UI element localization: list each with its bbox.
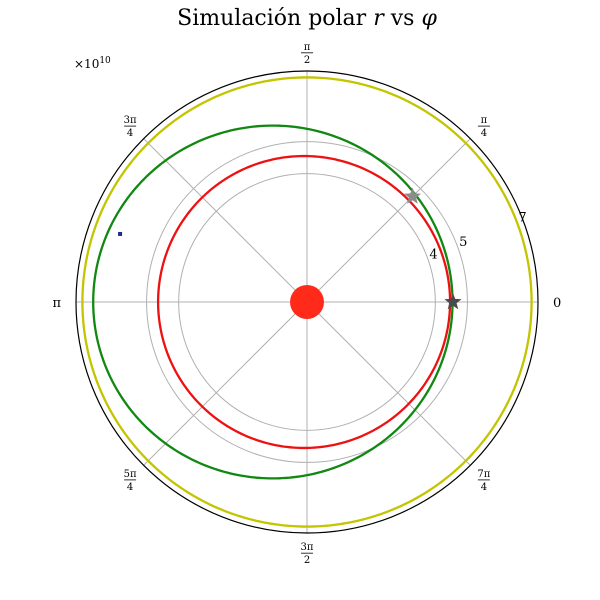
chart-title-phi: φ xyxy=(421,6,437,31)
angular-tick-label: 3π4 xyxy=(124,115,137,139)
chart-title: Simulación polar r vs φ xyxy=(177,6,437,31)
tick-denominator: 4 xyxy=(127,482,133,493)
angular-tick-label: 0 xyxy=(553,296,561,311)
orbit-series-1 xyxy=(156,154,452,450)
angular-tick-label: π2 xyxy=(301,42,313,66)
chart-title-r: r xyxy=(373,6,385,31)
star-marker xyxy=(403,187,422,204)
angular-tick-label: 5π4 xyxy=(124,469,137,493)
chart-title-prefix: Simulación polar xyxy=(177,6,373,31)
dot-marker xyxy=(118,231,123,236)
tick-numerator: π xyxy=(304,42,311,53)
tick-denominator: 4 xyxy=(127,128,133,139)
tick-numerator: 7π xyxy=(477,469,490,480)
tick-denominator: 4 xyxy=(481,128,487,139)
tick-denominator: 4 xyxy=(481,482,487,493)
radial-scale-mantissa: ×10 xyxy=(74,57,99,71)
angular-gridline xyxy=(143,301,308,466)
angular-gridline xyxy=(143,138,308,303)
tick-numerator: 3π xyxy=(124,115,137,126)
orbit-series-0 xyxy=(81,76,533,528)
marker-layer xyxy=(118,187,462,319)
radial-scale-label: ×1010 xyxy=(74,56,111,71)
angular-tick-label: π4 xyxy=(477,115,490,139)
polar-outer-boundary xyxy=(75,70,539,534)
radial-tick-label: 4 xyxy=(429,247,437,262)
angular-gridline xyxy=(306,138,471,303)
angular-tick-label: 3π2 xyxy=(301,542,314,566)
tick-numerator: π xyxy=(481,115,488,126)
tick-denominator: 2 xyxy=(304,55,310,66)
radial-tick-label: 7 xyxy=(518,211,526,226)
star-marker xyxy=(444,293,462,310)
central-body-marker xyxy=(290,285,324,319)
angular-gridline xyxy=(306,301,471,466)
radial-tick-label: 5 xyxy=(459,235,467,250)
tick-numerator: 3π xyxy=(301,542,314,553)
series-layer xyxy=(81,76,533,528)
angular-tick-label: 7π4 xyxy=(477,469,490,493)
angular-tick-label: π xyxy=(53,296,62,311)
orbit-series-2 xyxy=(92,124,454,480)
chart-title-mid: vs xyxy=(384,6,422,31)
radial-scale-exponent: 10 xyxy=(99,56,111,66)
tick-denominator: 2 xyxy=(304,555,310,566)
tick-numerator: 5π xyxy=(124,469,137,480)
